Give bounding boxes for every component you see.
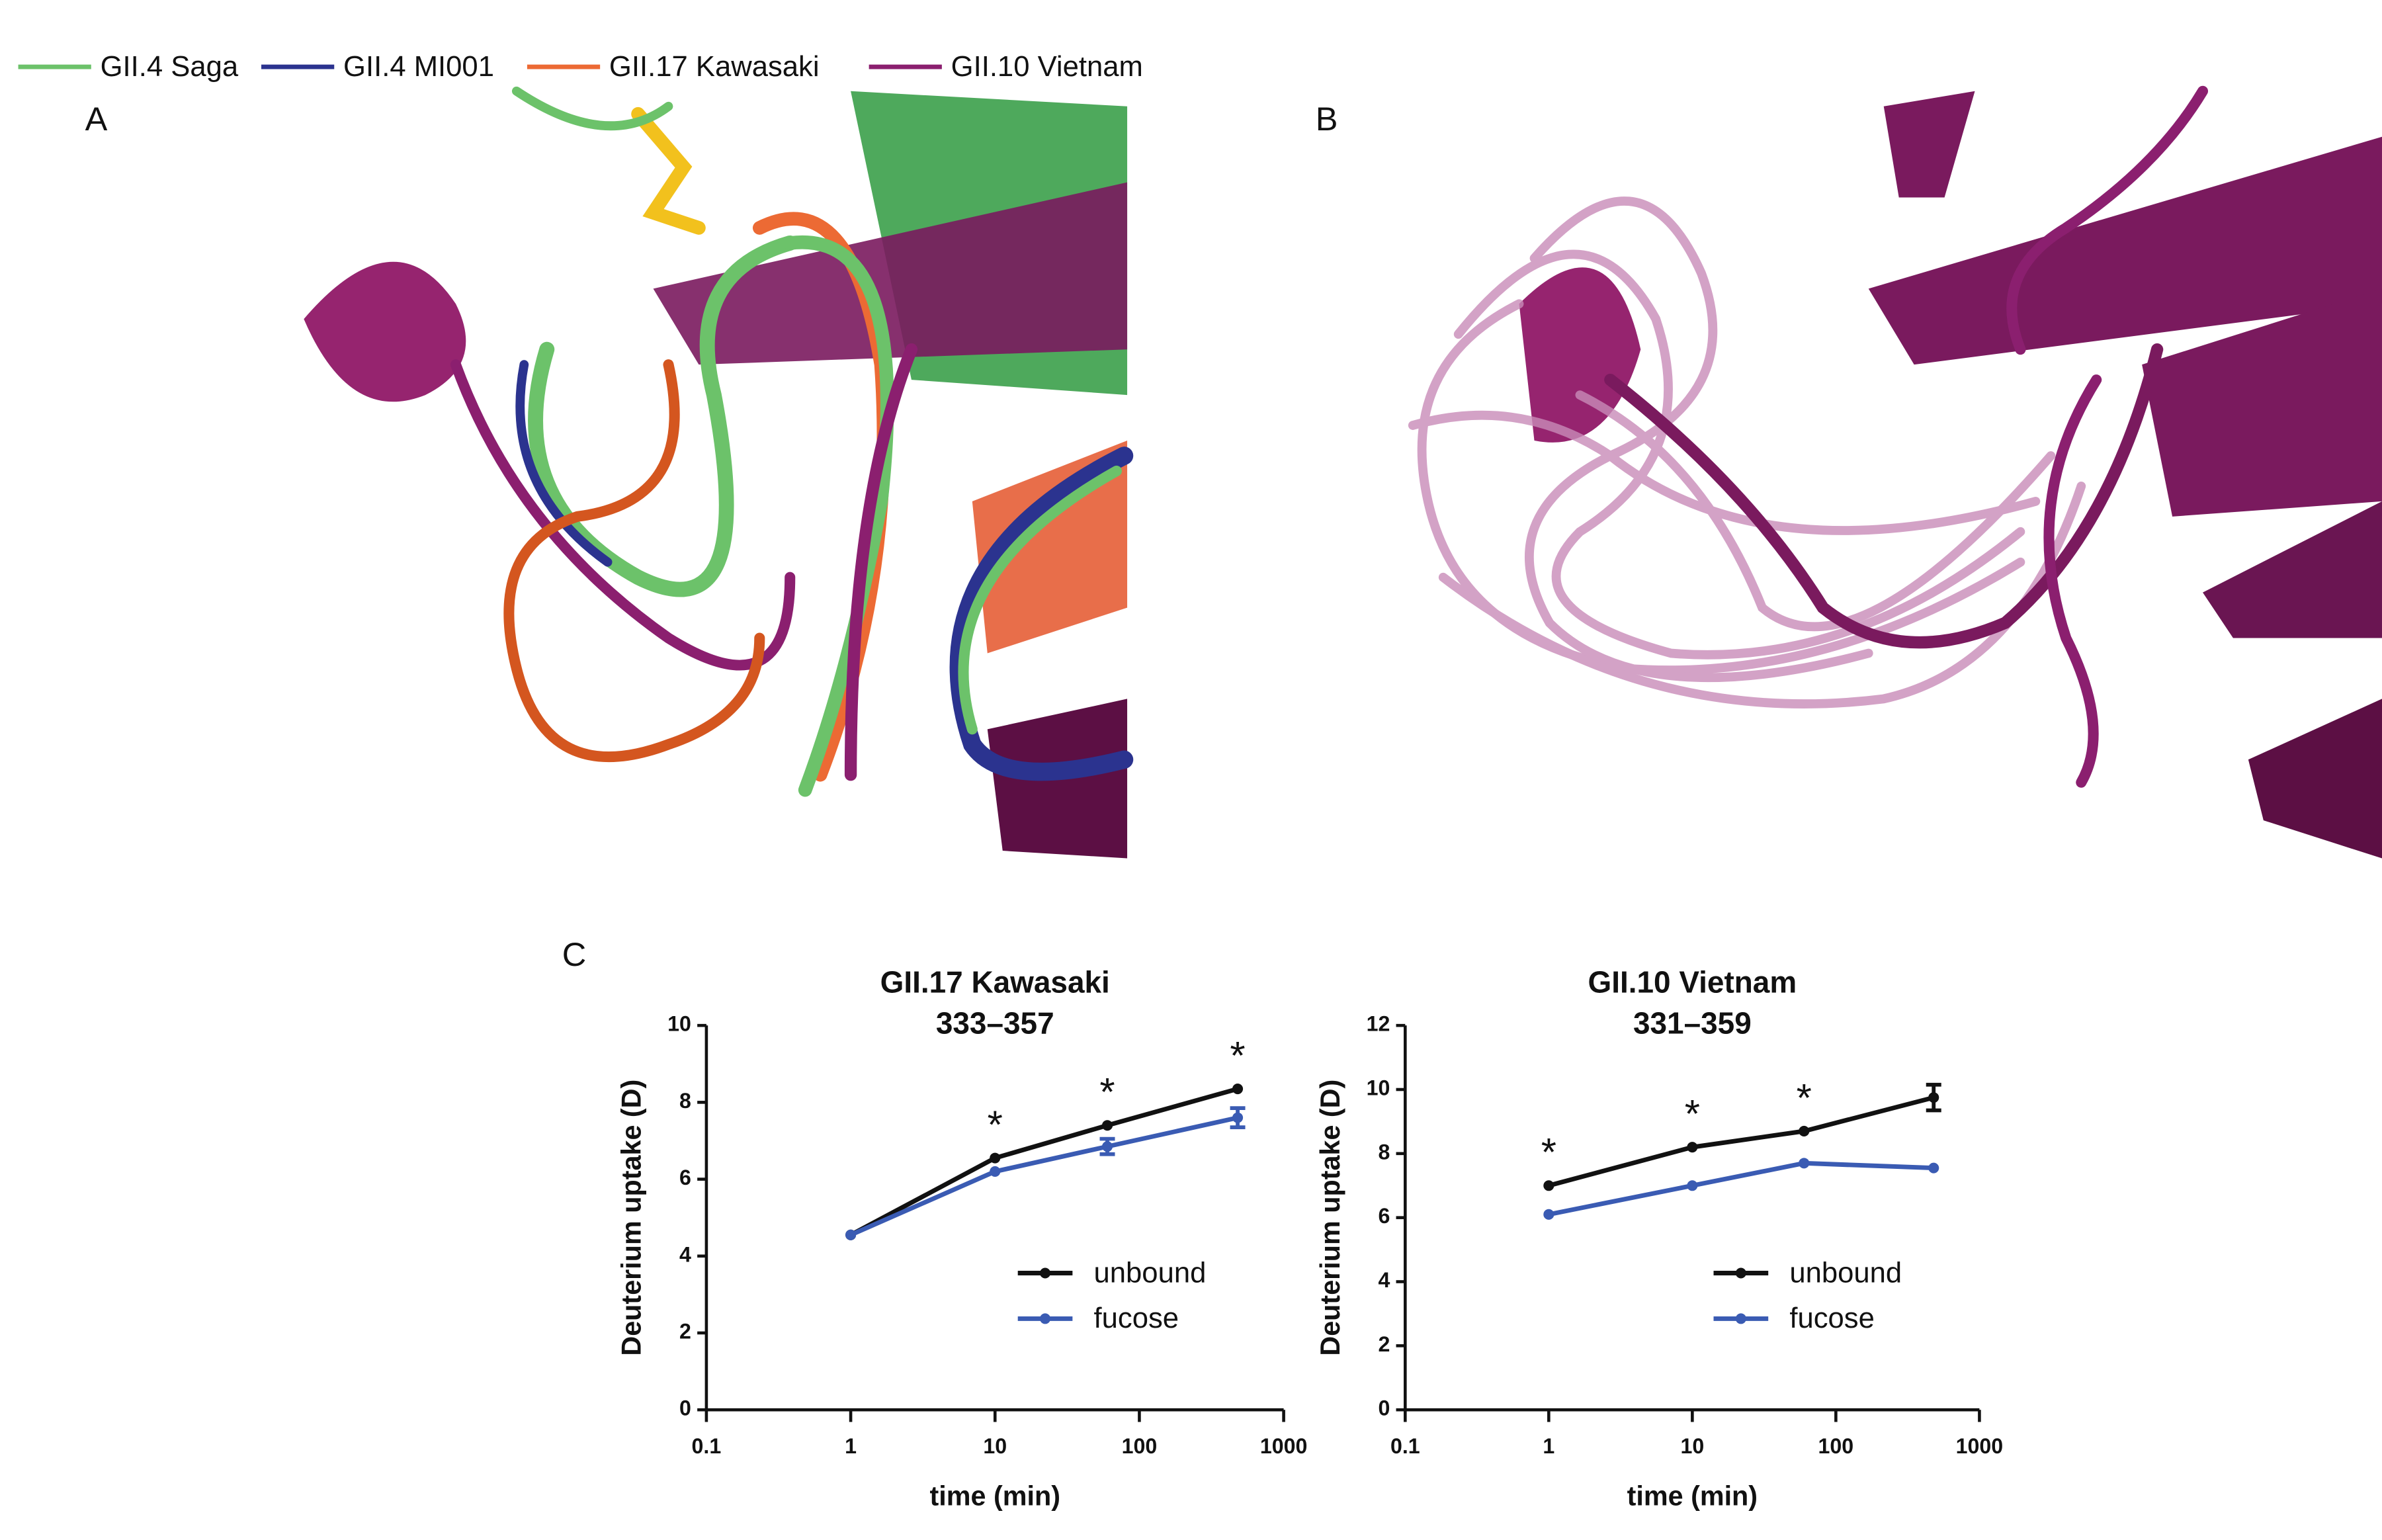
data-point — [1232, 1112, 1244, 1123]
data-point — [1232, 1083, 1244, 1095]
panel-label: C — [562, 935, 586, 973]
y-tick-label: 4 — [679, 1242, 691, 1266]
annotation: * — [1099, 1070, 1115, 1114]
y-tick-label: 8 — [1378, 1140, 1390, 1164]
legend-label: GII.10 Vietnam — [951, 51, 1143, 83]
chart-subtitle: 333–357 — [936, 1005, 1054, 1040]
legend-label: unbound — [1094, 1257, 1207, 1289]
series-line — [1548, 1160, 1934, 1217]
x-axis-label: time (min) — [930, 1480, 1060, 1511]
x-tick-label: 0.1 — [1390, 1434, 1420, 1458]
data-point — [1101, 1141, 1113, 1152]
data-point — [990, 1166, 1001, 1177]
legend-label: fucose — [1789, 1303, 1875, 1334]
y-tick-label: 2 — [679, 1319, 691, 1343]
y-tick-label: 0 — [679, 1396, 691, 1420]
y-tick-label: 2 — [1378, 1332, 1390, 1356]
data-point — [1687, 1180, 1698, 1191]
legend-marker — [1735, 1313, 1746, 1324]
y-tick-label: 10 — [667, 1012, 691, 1036]
y-tick-label: 8 — [679, 1089, 691, 1113]
x-tick-label: 1000 — [1260, 1434, 1308, 1458]
x-tick-label: 0.1 — [692, 1434, 722, 1458]
data-point — [845, 1229, 857, 1240]
panel-label: A — [85, 100, 108, 138]
legend-marker — [1039, 1267, 1051, 1279]
x-axis-label: time (min) — [1627, 1480, 1758, 1511]
x-tick-label: 10 — [1680, 1434, 1704, 1458]
annotation: * — [1541, 1130, 1556, 1174]
x-tick-label: 1000 — [1956, 1434, 2004, 1458]
x-tick-label: 100 — [1818, 1434, 1854, 1458]
data-point — [1928, 1162, 1939, 1174]
x-tick-label: 100 — [1122, 1434, 1158, 1458]
chart-subtitle: 331–359 — [1633, 1005, 1752, 1040]
y-tick-label: 12 — [1367, 1012, 1390, 1036]
y-axis-label: Deuterium uptake (D) — [617, 1080, 647, 1356]
annotation: * — [1230, 1033, 1245, 1078]
legend-label: fucose — [1094, 1303, 1179, 1334]
structure-a — [280, 83, 1134, 862]
y-tick-label: 10 — [1367, 1076, 1390, 1100]
legend-label: unbound — [1789, 1257, 1902, 1289]
chart-title: GII.17 Kawasaki — [880, 964, 1110, 999]
legend-marker — [1735, 1267, 1746, 1279]
structure-b — [1408, 85, 2382, 859]
legend-label: GII.17 Kawasaki — [609, 51, 820, 83]
series-line — [1548, 1095, 1935, 1188]
data-point — [1543, 1209, 1554, 1220]
series-line — [849, 1115, 1238, 1237]
data-point — [1101, 1120, 1113, 1131]
annotation: * — [1685, 1091, 1700, 1136]
data-point — [1543, 1180, 1554, 1191]
x-tick-label: 1 — [1543, 1434, 1554, 1458]
x-tick-label: 10 — [983, 1434, 1007, 1458]
data-point — [1799, 1158, 1810, 1169]
data-point — [1687, 1142, 1698, 1153]
legend-label: GII.4 MI001 — [343, 51, 494, 83]
annotation: * — [988, 1102, 1003, 1146]
series-line — [849, 1086, 1238, 1237]
x-tick-label: 1 — [845, 1434, 857, 1458]
annotation: * — [1797, 1076, 1812, 1120]
legend-label: GII.4 Saga — [101, 51, 239, 83]
data-point — [1928, 1092, 1939, 1103]
chart-title: GII.10 Vietnam — [1588, 964, 1797, 999]
y-tick-label: 0 — [1378, 1396, 1390, 1420]
data-point — [990, 1152, 1001, 1164]
panel-label: B — [1316, 100, 1338, 138]
y-tick-label: 6 — [1378, 1204, 1390, 1228]
y-tick-label: 4 — [1378, 1268, 1390, 1292]
legend-marker — [1039, 1313, 1051, 1324]
y-axis-label: Deuterium uptake (D) — [1315, 1080, 1345, 1356]
y-tick-label: 6 — [679, 1166, 691, 1189]
data-point — [1799, 1125, 1810, 1136]
